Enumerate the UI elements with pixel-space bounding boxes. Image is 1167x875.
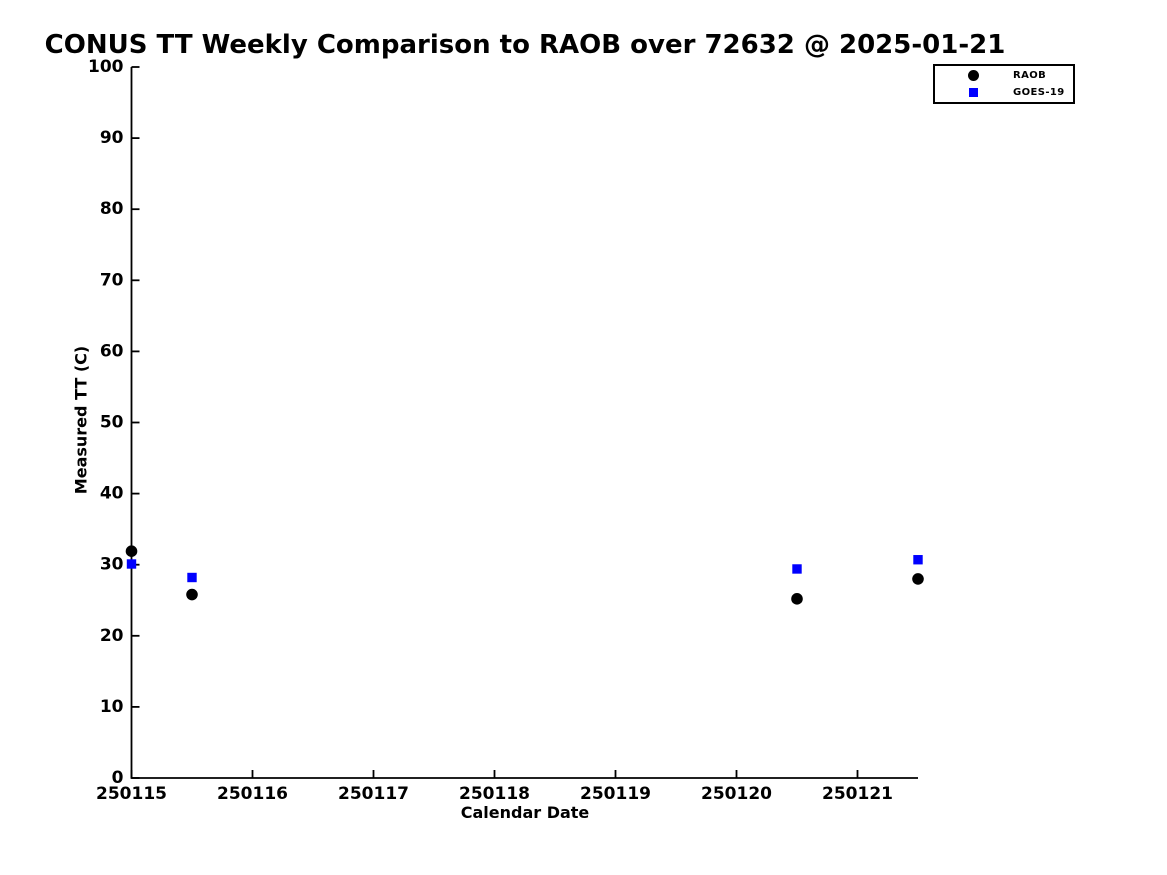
x-axis-label: Calendar Date <box>460 803 590 822</box>
data-point-goes-19 <box>126 559 137 569</box>
y-axis-tick-label: 0 <box>112 768 124 788</box>
goes-19-square-marker-icon <box>969 88 978 97</box>
data-point-raob <box>186 588 198 601</box>
data-point-goes-19 <box>187 572 197 583</box>
x-axis-tick-label: 250118 <box>459 784 530 804</box>
y-axis-tick-label: 10 <box>100 697 124 717</box>
x-axis-tick-label: 250121 <box>822 784 893 804</box>
y-axis-tick-label: 70 <box>100 270 124 290</box>
y-axis-tick-label: 30 <box>100 555 124 575</box>
data-point-goes-19 <box>792 564 802 574</box>
data-point-raob <box>791 593 803 605</box>
x-axis-tick-label: 250115 <box>96 784 167 804</box>
axis-spines <box>130 67 918 779</box>
x-axis-tick-label: 250117 <box>338 784 409 804</box>
y-axis-tick-label: 90 <box>100 128 124 148</box>
legend-item-goes-19: GOES-19 <box>935 84 1073 101</box>
y-axis-tick-label: 60 <box>100 341 124 361</box>
y-axis-tick-label: 50 <box>100 413 124 433</box>
raob-circle-marker-icon <box>968 70 979 81</box>
chart-title: CONUS TT Weekly Comparison to RAOB over … <box>44 30 1006 60</box>
y-axis-label: Measured TT (C) <box>71 345 91 495</box>
legend-label-goes-19: GOES-19 <box>1013 87 1065 98</box>
y-axis-tick-label: 80 <box>100 199 124 219</box>
x-axis-tick-label: 250119 <box>580 784 651 804</box>
y-axis-tick-label: 40 <box>100 484 124 504</box>
legend-item-raob: RAOB <box>935 67 1073 84</box>
data-point-goes-19 <box>913 555 923 565</box>
x-axis-tick-label: 250120 <box>701 784 772 804</box>
legend-label-raob: RAOB <box>1013 70 1047 81</box>
y-axis-tick-label: 100 <box>88 57 124 77</box>
legend: RAOB GOES-19 <box>933 64 1075 104</box>
data-point-raob <box>912 573 924 585</box>
data-point-raob <box>125 545 138 557</box>
x-axis-tick-label: 250116 <box>217 784 288 804</box>
y-axis-tick-label: 20 <box>100 626 124 646</box>
